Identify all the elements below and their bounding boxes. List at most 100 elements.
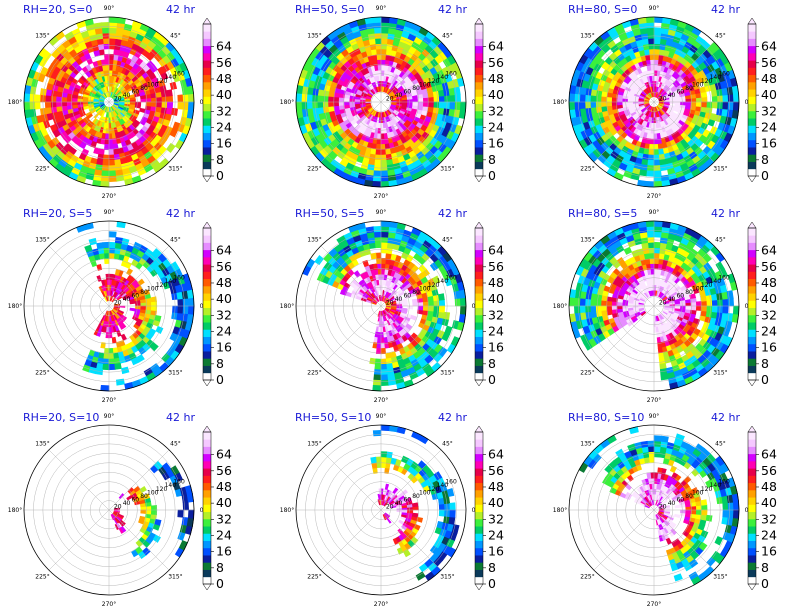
colorbar-segment [748, 154, 756, 162]
colorbar-segment [203, 497, 211, 505]
colorbar-segment [203, 475, 211, 484]
colorbar-segment [475, 81, 483, 90]
colorbar-segment [475, 562, 483, 570]
colorbar-tick-label: 8 [488, 560, 496, 575]
colorbar-segment [475, 154, 483, 162]
radius-tick-label: 40 [395, 92, 403, 99]
colorbar-segment [475, 372, 483, 381]
colorbar-segment [475, 96, 483, 105]
colorbar-segment [475, 110, 483, 119]
radius-tick-label: 140 [437, 74, 449, 81]
radius-tick-label: 100 [419, 285, 431, 292]
colorbar-segment [203, 161, 211, 170]
colorbar-segment [203, 489, 211, 498]
radius-tick-label: 80 [412, 289, 420, 296]
angle-tick-label: 225° [580, 369, 594, 376]
colorbar-tick-label: 8 [488, 152, 496, 167]
precipitation-field [578, 426, 740, 586]
colorbar-segment [475, 540, 483, 549]
radius-tick-label: 60 [403, 88, 411, 95]
panel-rh80-s5: RH=80, S=5 42 hr 20 40 60 80 100 120 140 160 90° 45… [545, 204, 785, 408]
angle-tick-label: 45° [442, 441, 453, 448]
angle-tick-label: 270° [647, 397, 661, 404]
polar-grid [24, 221, 194, 391]
colorbar-tick-label: 48 [488, 479, 504, 494]
colorbar-tick-label: 56 [216, 259, 232, 274]
colorbar-segment [748, 161, 756, 170]
angle-tick-label: 270° [102, 193, 116, 200]
radius-tick-label: 160 [173, 275, 185, 282]
colorbar-tick-label: 64 [761, 39, 777, 54]
angle-tick-label: 135° [35, 441, 49, 448]
colorbar-segment [475, 300, 483, 309]
radius-tick-label: 80 [140, 85, 148, 92]
colorbar-tick-label: 0 [761, 372, 769, 387]
colorbar-tick-label: 24 [488, 119, 504, 134]
radius-tick-label: 120 [428, 282, 440, 289]
precipitation-field [568, 220, 740, 390]
colorbar-tick-label: 16 [216, 544, 232, 559]
colorbar-tick-label: 16 [761, 340, 777, 355]
angle-tick-label: 45° [170, 33, 181, 40]
radius-tick-label: 100 [147, 81, 159, 88]
colorbar-tick-label: 32 [488, 307, 504, 322]
angle-tick-label: 135° [307, 33, 321, 40]
colorbar-segment [203, 314, 211, 323]
angle-tick-label: 45° [170, 237, 181, 244]
colorbar-segment [203, 256, 211, 265]
colorbar-tick-label: 24 [761, 323, 777, 338]
radius-tick-label: 140 [165, 278, 177, 285]
radius-tick-label: 60 [131, 496, 139, 503]
colorbar-segment [203, 439, 211, 447]
colorbar-segment [748, 293, 756, 301]
colorbar-segment [748, 235, 756, 243]
colorbar-segment [748, 103, 756, 112]
colorbar-segment [475, 307, 483, 316]
colorbar-tick-label: 24 [488, 527, 504, 542]
panel-title: RH=80, S=10 [568, 411, 645, 424]
colorbar-tick-label: 56 [761, 55, 777, 70]
colorbar-segment [475, 139, 483, 148]
colorbar-tick-label: 0 [488, 372, 496, 387]
panel-time-label: 42 hr [711, 3, 740, 16]
radius-tick-label: 120 [156, 282, 168, 289]
colorbar-segment [203, 460, 211, 469]
polar-plot: 2040608010012014016090°45°0°315°270°225°… [8, 209, 232, 404]
colorbar-tick-label: 56 [488, 259, 504, 274]
radius-tick-label: 160 [445, 479, 457, 486]
polar-plot: 2040608010012014016090°45°0°315°270°225°… [553, 5, 777, 200]
colorbar-segment [748, 576, 756, 585]
colorbar-segment [748, 322, 756, 330]
colorbar-segment [203, 504, 211, 513]
colorbar-segment [203, 96, 211, 105]
colorbar-segment [203, 45, 211, 54]
colorbar-segment [203, 482, 211, 491]
radius-tick-label: 60 [403, 292, 411, 299]
radius-tick-label: 20 [659, 299, 667, 306]
colorbar-segment [475, 38, 483, 47]
angle-tick-label: 135° [307, 441, 321, 448]
colorbar-segment [475, 147, 483, 155]
colorbar-segment [748, 555, 756, 563]
colorbar-segment [203, 74, 211, 83]
colorbar-segment [203, 103, 211, 112]
angle-tick-label: 90° [649, 5, 660, 12]
radius-tick-label: 40 [395, 500, 403, 507]
radius-tick-label: 40 [123, 500, 131, 507]
angle-tick-label: 135° [35, 237, 49, 244]
colorbar-segment [475, 264, 483, 272]
colorbar-segment [475, 511, 483, 520]
colorbar-segment [748, 475, 756, 484]
angle-tick-label: 45° [715, 441, 726, 448]
colorbar-segment [203, 547, 211, 556]
panel-title: RH=50, S=5 [295, 207, 365, 220]
angle-tick-label: 270° [647, 193, 661, 200]
colorbar-segment [475, 468, 483, 476]
colorbar-segment [475, 242, 483, 251]
colorbar-segment [748, 147, 756, 155]
colorbar-tick-label: 16 [488, 136, 504, 151]
colorbar-segment [203, 264, 211, 272]
